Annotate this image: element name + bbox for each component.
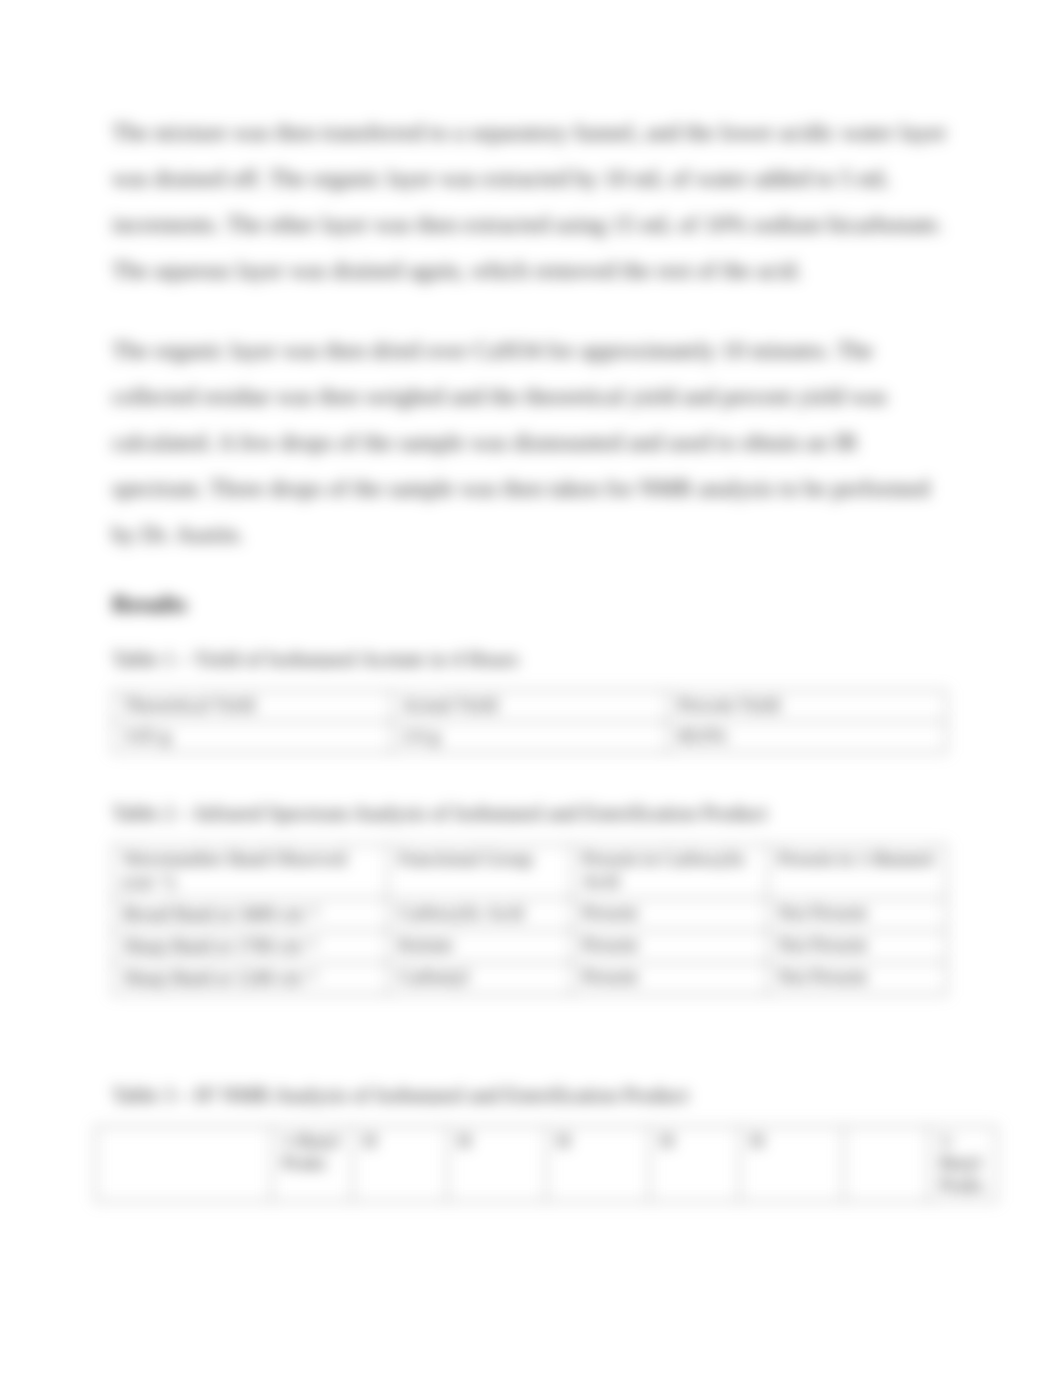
table-row: Theoretical Yield Actual Yield Percent Y… <box>113 691 947 722</box>
table-row: Sharp Band at 1240 cm⁻¹ Carbonyl Present… <box>113 963 947 995</box>
col-functional-group: Functional Group <box>388 845 571 899</box>
col-h: H <box>546 1127 650 1202</box>
col-blank <box>843 1127 929 1202</box>
cell-present-butanol: Not Present <box>767 963 946 995</box>
paragraph-procedure-drying: The organic layer was then dried over Ca… <box>112 328 947 558</box>
table-row: Sharp Band at 1700 cm⁻¹ Ketone Present N… <box>113 931 947 963</box>
table-row: 3.65 g 2.6 g 60.6% <box>113 722 947 753</box>
table2-caption: Table 2 – Infrared Spectrum Analysis of … <box>112 801 947 826</box>
col-theoretical-yield: Theoretical Yield <box>113 691 392 722</box>
cell-functional-group: Carboxylic Acid <box>388 899 571 931</box>
col-h: H <box>740 1127 844 1202</box>
cell-actual-yield: 2.6 g <box>391 722 667 753</box>
spacer <box>112 1043 947 1083</box>
paragraph-procedure-separation: The mixture was then transferred to a se… <box>112 110 947 294</box>
col-blank <box>96 1127 272 1202</box>
cell-present-acid: Present <box>571 899 767 931</box>
blurred-content-region: The mixture was then transferred to a se… <box>112 110 947 1202</box>
col-present-acid: Present in Carboxylic Acid <box>571 845 767 899</box>
col-present-butanol: Present in 1-Butanol <box>767 845 946 899</box>
table3-wrapper: 1-Butyl Peaks H H H H H 1-Butyl Peaks <box>95 1126 997 1202</box>
results-heading: Results <box>112 592 947 619</box>
cell-wavenumber: Sharp Band at 1240 cm⁻¹ <box>113 963 388 995</box>
cell-functional-group: Ketone <box>388 931 571 963</box>
col-butyl-peaks-left: 1-Butyl Peaks <box>271 1127 352 1202</box>
cell-theoretical-yield: 3.65 g <box>113 722 392 753</box>
cell-functional-group: Carbonyl <box>388 963 571 995</box>
table1-caption: Table 1 – Yield of Isobutanol Acetate in… <box>112 647 947 672</box>
table-row: Wavenumber Band Observed (cm⁻¹) Function… <box>113 845 947 899</box>
col-h: H <box>353 1127 448 1202</box>
col-h: H <box>447 1127 546 1202</box>
cell-percent-yield: 60.6% <box>667 722 946 753</box>
table-row: Broad Band at 3400 cm⁻¹ Carboxylic Acid … <box>113 899 947 931</box>
cell-present-acid: Present <box>571 931 767 963</box>
table-row: 1-Butyl Peaks H H H H H 1-Butyl Peaks <box>96 1127 997 1202</box>
col-butyl-peaks-right: 1-Butyl Peaks <box>929 1127 997 1202</box>
cell-present-acid: Present <box>571 963 767 995</box>
cell-wavenumber: Broad Band at 3400 cm⁻¹ <box>113 899 388 931</box>
cell-wavenumber: Sharp Band at 1700 cm⁻¹ <box>113 931 388 963</box>
table-ir-spectrum: Wavenumber Band Observed (cm⁻¹) Function… <box>112 844 947 995</box>
col-percent-yield: Percent Yield <box>667 691 946 722</box>
document-page: The mixture was then transferred to a se… <box>0 0 1062 1377</box>
col-wavenumber: Wavenumber Band Observed (cm⁻¹) <box>113 845 388 899</box>
col-actual-yield: Actual Yield <box>391 691 667 722</box>
table-yield: Theoretical Yield Actual Yield Percent Y… <box>112 690 947 753</box>
cell-present-butanol: Not Present <box>767 931 946 963</box>
table-nmr: 1-Butyl Peaks H H H H H 1-Butyl Peaks <box>95 1126 997 1202</box>
col-h: H <box>650 1127 740 1202</box>
cell-present-butanol: Not Present <box>767 899 946 931</box>
table3-caption: Table 3 – H¹ NMR Analysis of Isobutanol … <box>112 1083 947 1108</box>
